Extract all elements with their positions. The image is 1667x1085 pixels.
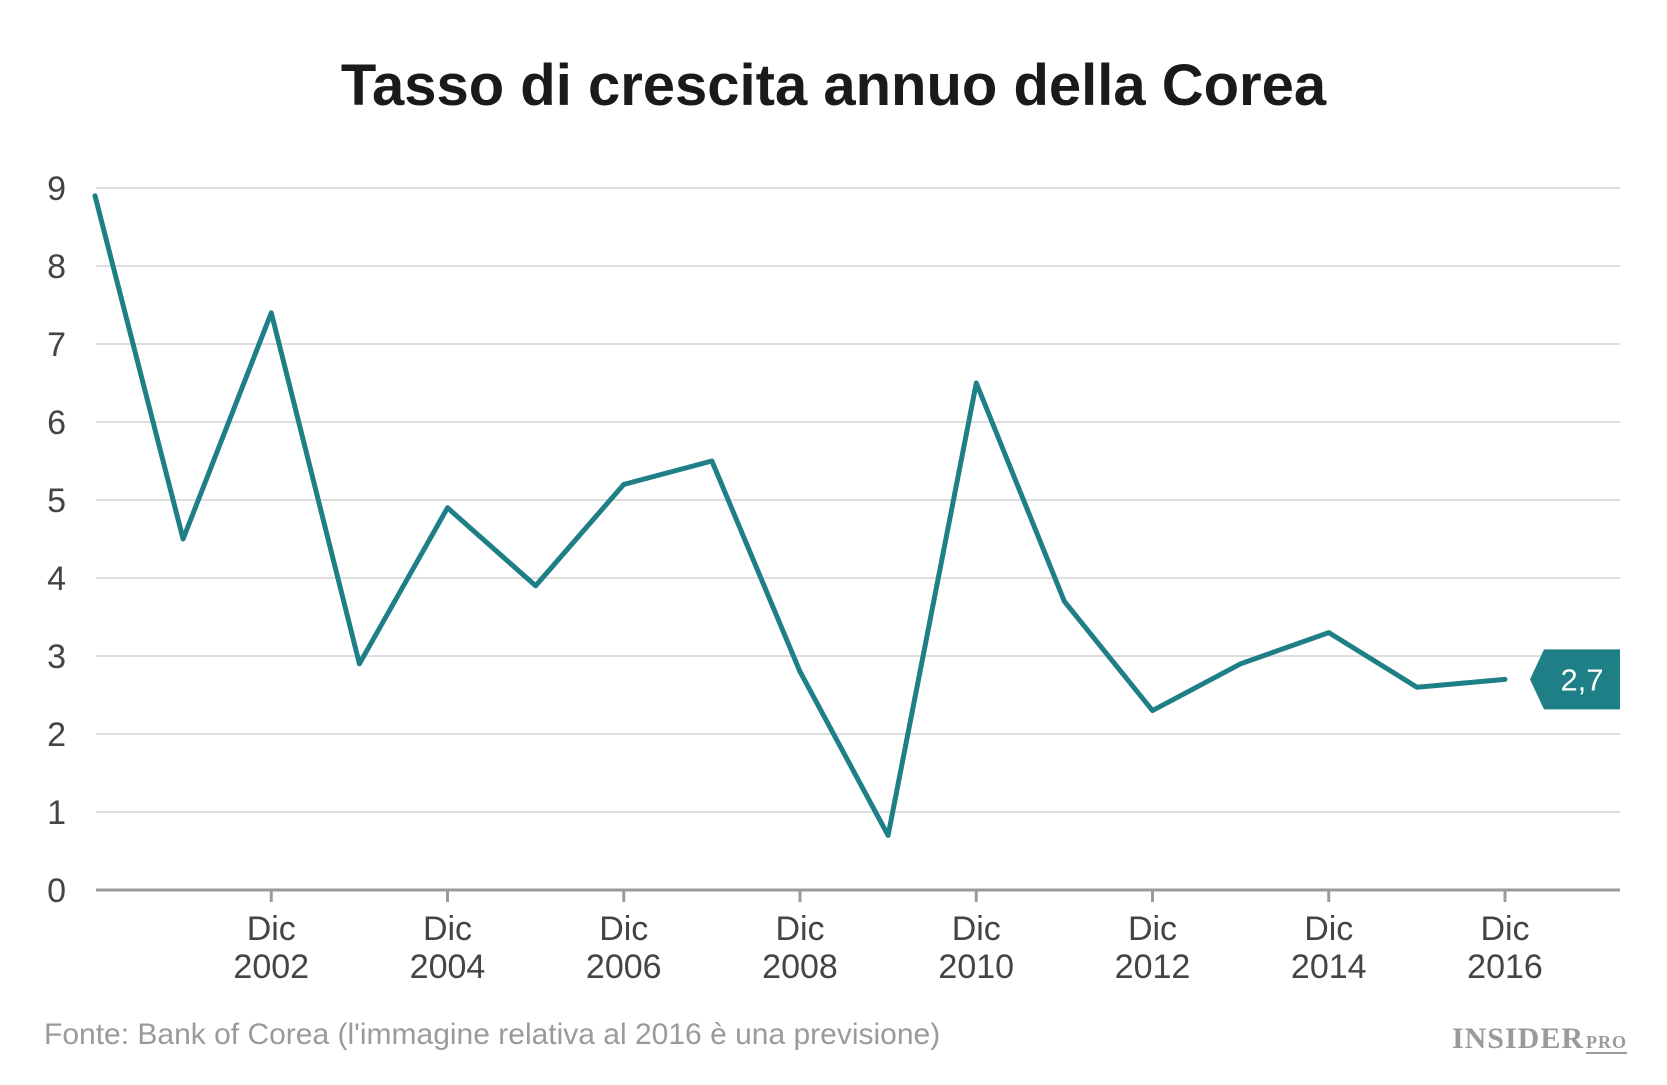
x-tick-label: 2012 [1115, 948, 1191, 986]
series-line [92, 193, 1508, 838]
last-value-text: 2,7 [1560, 662, 1603, 697]
x-tick-label: Dic [952, 910, 1001, 948]
brand-suffix: PRO [1586, 1032, 1627, 1054]
y-tick-label: 5 [47, 482, 66, 520]
y-tick-label: 8 [47, 248, 66, 286]
y-tick-label: 0 [47, 872, 66, 910]
x-tick-label: 2006 [586, 948, 662, 986]
x-tick-label: 2008 [762, 948, 838, 986]
chart-title: Tasso di crescita annuo della Corea [340, 53, 1327, 118]
y-tick-label: 2 [47, 716, 66, 754]
x-tick-label: Dic [599, 910, 648, 948]
last-value-badge [1530, 649, 1620, 710]
x-tick-label: 2002 [233, 948, 309, 986]
brand-logo: INSIDER PRO [1452, 1022, 1627, 1056]
y-tick-label: 9 [47, 170, 66, 208]
x-tick-label: Dic [423, 910, 472, 948]
grid-lines [96, 187, 1620, 813]
y-tick-label: 4 [47, 560, 66, 598]
x-tick-label: Dic [247, 910, 296, 948]
y-tick-label: 7 [47, 326, 66, 364]
brand-name: INSIDER [1451, 1022, 1584, 1055]
x-tick-label: Dic [1480, 910, 1529, 948]
x-tick-label: 2016 [1467, 948, 1543, 986]
x-tick-label: Dic [775, 910, 824, 948]
y-axis-tick-labels: 0 1 2 3 4 5 6 7 8 9 [47, 170, 66, 910]
x-tick-label: 2014 [1291, 948, 1367, 986]
x-tick-label: Dic [1304, 910, 1353, 948]
y-tick-label: 6 [47, 404, 66, 442]
y-tick-label: 3 [47, 638, 66, 676]
x-tick-label: 2010 [938, 948, 1014, 986]
last-value-label: 2,7 [1530, 649, 1620, 710]
x-tick-label: Dic [1128, 910, 1177, 948]
series-layer [92, 193, 1508, 838]
x-axis: Dic2002Dic2004Dic2006Dic2008Dic2010Dic20… [96, 888, 1620, 986]
source-note: Fonte: Bank of Corea (l'immagine relativ… [44, 1018, 941, 1051]
x-tick-label: 2004 [410, 948, 486, 986]
y-tick-label: 1 [47, 794, 66, 832]
